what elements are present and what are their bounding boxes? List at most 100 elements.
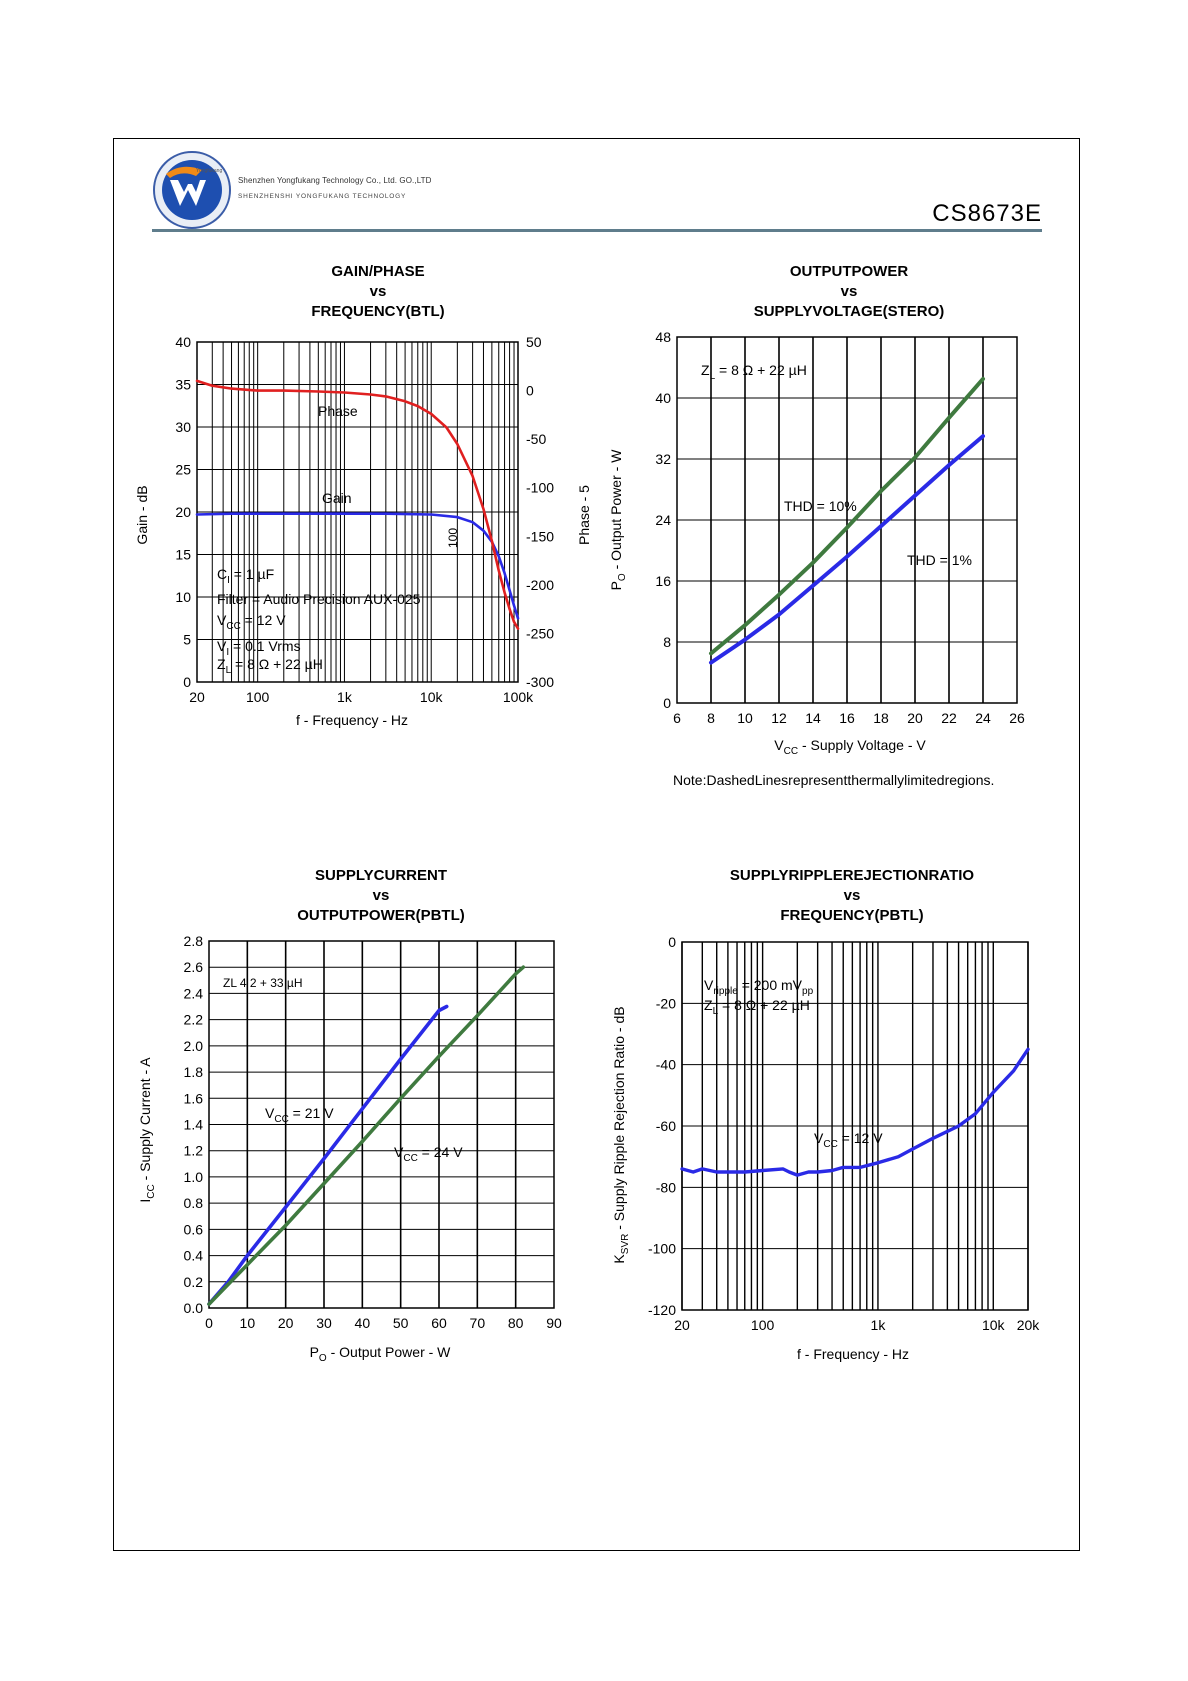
y-tick-label: -40 <box>656 1057 676 1073</box>
y2-tick-label: -200 <box>526 577 554 593</box>
y-tick-label: 16 <box>655 573 671 589</box>
gain-phase-annotations: CI = 1 µF Filter = Audio Precision AUX-0… <box>217 566 421 676</box>
x-tick-label: 100k <box>503 689 534 705</box>
x-tick-label: 20 <box>907 710 923 726</box>
y2-tick-label: -150 <box>526 528 554 544</box>
x-tick-label: 80 <box>508 1315 524 1331</box>
y-tick-label: 20 <box>175 504 191 520</box>
x-tick-label: 30 <box>316 1315 332 1331</box>
thd1-label: THD = 1% <box>907 552 972 568</box>
svg-text:SUPPLYVOLTAGE(STERO): SUPPLYVOLTAGE(STERO) <box>754 303 945 320</box>
y2-tick-label: -100 <box>526 480 554 496</box>
series-line-thd-1- <box>709 434 985 665</box>
y-tick-label: 1.0 <box>184 1169 204 1185</box>
x-tick-label: 20 <box>674 1317 690 1333</box>
svg-text:ZL = 8 Ω + 22 µH: ZL = 8 Ω + 22 µH <box>217 656 323 676</box>
y-tick-label: 1.6 <box>184 1090 204 1106</box>
x-tick-label: 10k <box>982 1317 1006 1333</box>
y-tick-label: 10 <box>175 589 191 605</box>
y2-tick-label: -50 <box>526 431 546 447</box>
gain-curve-label: Gain <box>322 490 352 506</box>
plot-frame <box>196 341 519 683</box>
svg-text:VCC = 12 V: VCC = 12 V <box>217 612 286 632</box>
y-tick-label: 1.4 <box>184 1117 204 1133</box>
svg-text:GAIN/PHASE: GAIN/PHASE <box>331 263 424 280</box>
x-tick-label: 60 <box>431 1315 447 1331</box>
y-tick-label: 0 <box>663 695 671 711</box>
x-tick-label: 6 <box>673 710 681 726</box>
y-tick-label: 2.0 <box>184 1038 204 1054</box>
y2-tick-label: 50 <box>526 334 542 350</box>
page-frame <box>113 138 1080 1551</box>
company-logo: Yongfukang <box>153 151 231 229</box>
x-tick-label: 0 <box>205 1315 213 1331</box>
gain-phase-y2label: Phase - 5 <box>576 485 592 545</box>
ripple-load-label: ZL = 8 Ω + 22 µH <box>704 997 810 1017</box>
x-tick-label: 90 <box>546 1315 562 1331</box>
output-power-xlabel: VCC - Supply Voltage - V <box>774 737 926 757</box>
x-tick-label: 8 <box>707 710 715 726</box>
gain-phase-title: GAIN/PHASE vs FREQUENCY(BTL) <box>311 263 444 320</box>
part-number: CS8673E <box>932 200 1042 227</box>
y-tick-label: 2.2 <box>184 1012 204 1028</box>
x-tick-label: 10 <box>240 1315 256 1331</box>
thd10-label: THD = 10% <box>784 498 857 514</box>
svg-text:SUPPLYCURRENT: SUPPLYCURRENT <box>315 867 447 884</box>
series-line-gain <box>195 512 520 620</box>
x-tick-label: 100 <box>751 1317 775 1333</box>
y-tick-label: 2.6 <box>184 959 204 975</box>
series-line-vcc-24-v <box>207 965 526 1306</box>
plot-frame <box>676 336 1018 704</box>
logo-text: Yongfukang <box>196 168 222 174</box>
y-tick-label: 0 <box>668 934 676 950</box>
y-tick-label: 1.8 <box>184 1064 204 1080</box>
y-tick-label: 32 <box>655 451 671 467</box>
ripple-rejection-title: SUPPLYRIPPLEREJECTIONRATIO vs FREQUENCY(… <box>730 867 975 924</box>
output-power-chart: OUTPUTPOWER vs SUPPLYVOLTAGE(STERO) 6 8 10… <box>608 263 1025 757</box>
svg-text:Filter = Audio Precision AUX-0: Filter = Audio Precision AUX-025 <box>217 591 421 607</box>
y2-tick-label: -250 <box>526 625 554 641</box>
svg-text:FREQUENCY(BTL): FREQUENCY(BTL) <box>311 303 444 320</box>
ripple-vcc-label: VCC = 12 V <box>814 1130 883 1150</box>
y-tick-label: 35 <box>175 377 191 393</box>
plot-frame <box>681 941 1029 1311</box>
x-tick-label: 18 <box>873 710 889 726</box>
vcc21-label: VCC = 21 V <box>265 1105 334 1125</box>
y-tick-label: -120 <box>648 1302 676 1318</box>
series-line-vcc-12-v <box>680 1047 1030 1177</box>
y-tick-label: -100 <box>648 1241 676 1257</box>
y-tick-label: 0.0 <box>184 1300 204 1316</box>
svg-text:vs: vs <box>373 887 390 904</box>
x-tick-label: 40 <box>355 1315 371 1331</box>
x-tick-label: 10 <box>737 710 753 726</box>
y-tick-label: 30 <box>175 419 191 435</box>
supply-current-load-label: ZL 4 2 + 33 µH <box>223 976 303 990</box>
y2-tick-label: 0 <box>526 383 534 399</box>
y-tick-label: 40 <box>655 390 671 406</box>
svg-text:OUTPUTPOWER: OUTPUTPOWER <box>790 263 908 280</box>
output-power-ylabel: PO - Output Power - W <box>608 449 628 591</box>
svg-text:VI = 0.1 Vrms: VI = 0.1 Vrms <box>217 638 301 658</box>
y-tick-label: 48 <box>655 329 671 345</box>
plot-frame <box>208 940 555 1309</box>
y-tick-label: 2.4 <box>184 985 204 1001</box>
supply-current-xlabel: PO - Output Power - W <box>310 1344 452 1364</box>
company-name: Shenzhen Yongfukang Technology Co., Ltd.… <box>238 176 432 185</box>
company-subtitle: SHENZHENSHI YONGFUKANG TECHNOLOGY <box>238 193 407 200</box>
svg-text:OUTPUTPOWER(PBTL): OUTPUTPOWER(PBTL) <box>297 907 464 924</box>
ripple-rejection-xlabel: f - Frequency - Hz <box>797 1346 909 1362</box>
marker-100-label: 100 <box>446 528 460 548</box>
y-tick-label: 0.6 <box>184 1221 204 1237</box>
svg-text:SUPPLYRIPPLEREJECTIONRATIO: SUPPLYRIPPLEREJECTIONRATIO <box>730 867 975 884</box>
y2-tick-label: -300 <box>526 674 554 690</box>
x-tick-label: 50 <box>393 1315 409 1331</box>
y-tick-label: 0.8 <box>184 1195 204 1211</box>
svg-text:vs: vs <box>370 283 387 300</box>
x-tick-label: 24 <box>975 710 991 726</box>
gain-phase-ylabel: Gain - dB <box>134 485 150 544</box>
y-tick-label: 0.4 <box>184 1248 204 1264</box>
y-tick-label: 15 <box>175 547 191 563</box>
y-tick-label: 0 <box>183 674 191 690</box>
series-line-thd-10- <box>709 376 985 656</box>
x-tick-label: 10k <box>420 689 444 705</box>
